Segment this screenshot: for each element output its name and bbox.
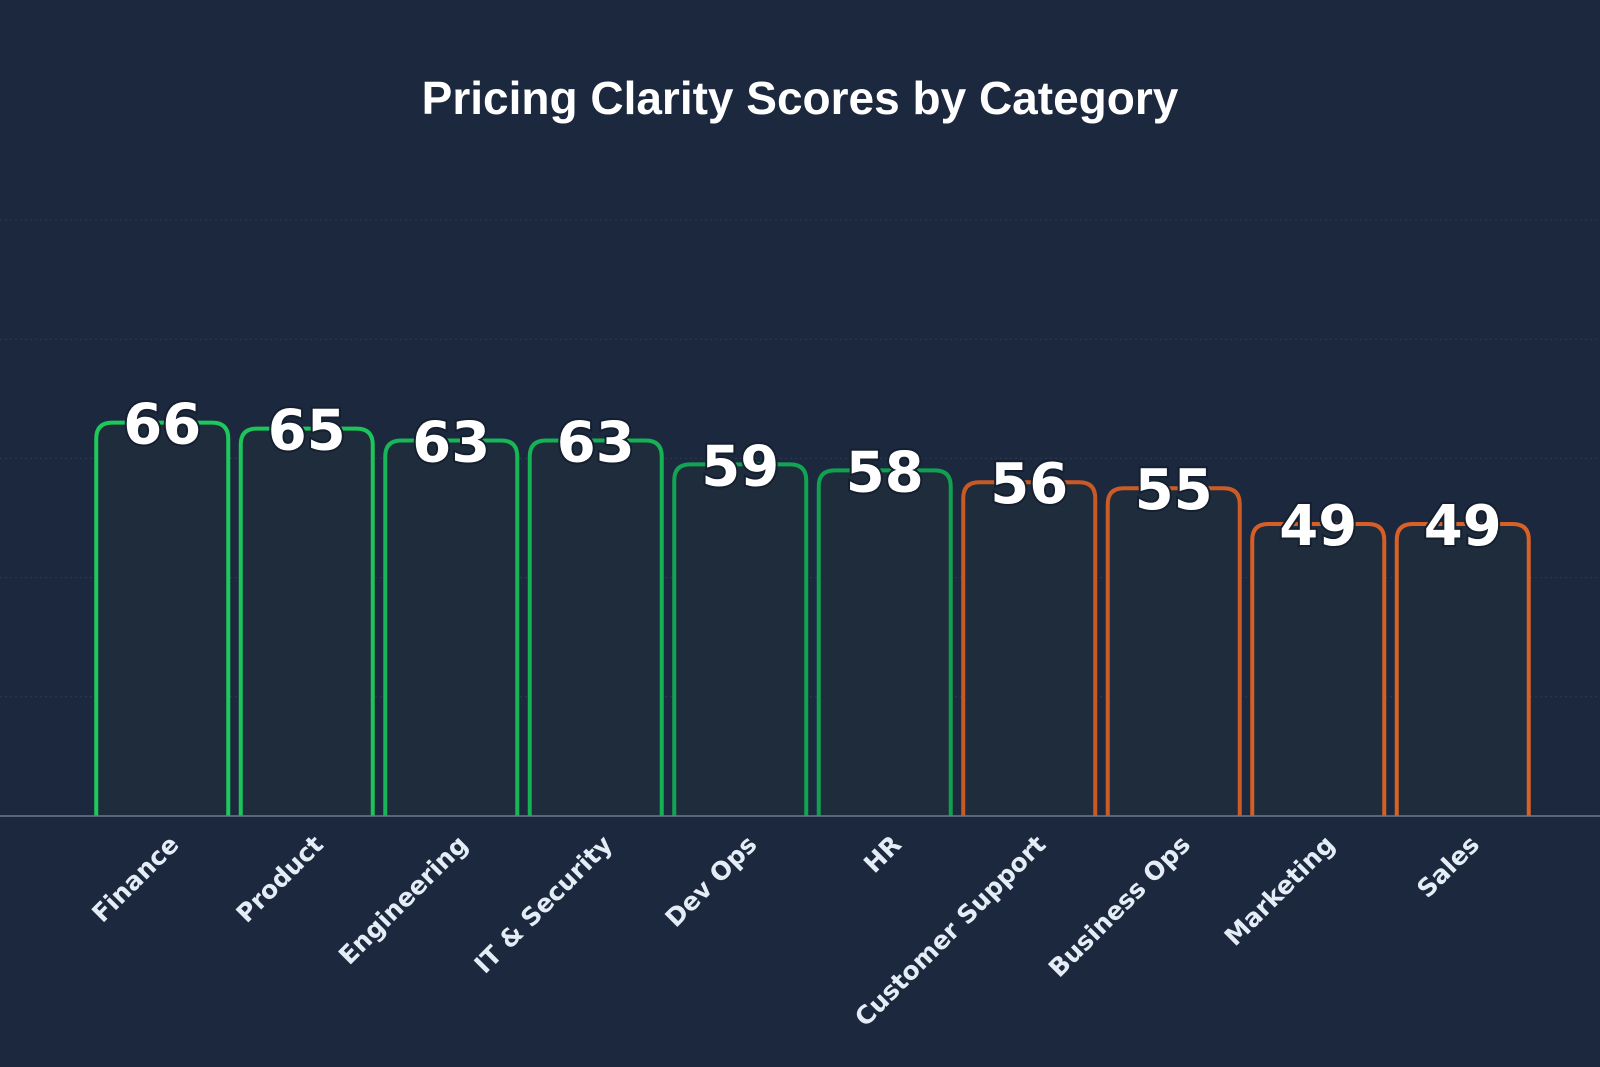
bar-fill: [1107, 488, 1240, 816]
x-tick-label: IT & Security: [469, 830, 618, 979]
bar-value-label: 49: [1279, 494, 1357, 559]
x-tick-label: HR: [858, 830, 907, 879]
bar-fill: [1396, 523, 1529, 816]
bar-fill: [96, 422, 229, 816]
bar-fill: [529, 440, 662, 816]
chart-title: Pricing Clarity Scores by Category: [422, 72, 1179, 124]
bar-value-label: 49: [1424, 494, 1502, 559]
bar-fill: [240, 428, 373, 816]
bar: [672, 462, 809, 816]
value-labels: 66 65 63 63 59 58 56 55 49 49: [121, 391, 1503, 561]
bars: [94, 420, 1531, 816]
bar: [1250, 521, 1387, 816]
x-tick-label: Product: [230, 830, 329, 929]
bar-value-label: 55: [1135, 458, 1213, 523]
bar: [94, 420, 231, 816]
bar-value-label: 63: [412, 411, 490, 476]
bar: [1105, 486, 1242, 816]
x-tick-label: Marketing: [1219, 830, 1341, 952]
bar: [238, 426, 375, 816]
bar: [527, 438, 664, 816]
bar: [383, 438, 520, 816]
x-tick-label: Dev Ops: [659, 830, 762, 933]
x-tick-label: Sales: [1411, 830, 1485, 904]
bar: [961, 480, 1098, 816]
bar-value-label: 56: [990, 452, 1068, 517]
bar-fill: [963, 482, 1096, 816]
bar-value-label: 59: [701, 434, 779, 499]
bar: [816, 468, 953, 816]
bar-value-label: 58: [846, 440, 924, 505]
bar-value-label: 66: [123, 393, 201, 458]
x-tick-label: Engineering: [333, 830, 473, 970]
bar-fill: [385, 440, 518, 816]
bar-fill: [1252, 523, 1385, 816]
bar-fill: [818, 470, 951, 816]
x-tick-label: Finance: [86, 830, 184, 928]
bar-value-label: 63: [557, 411, 635, 476]
x-tick-label: Business Ops: [1043, 830, 1196, 983]
bar: [1394, 521, 1531, 816]
bar-value-label: 65: [268, 399, 346, 464]
bar-fill: [674, 464, 807, 816]
